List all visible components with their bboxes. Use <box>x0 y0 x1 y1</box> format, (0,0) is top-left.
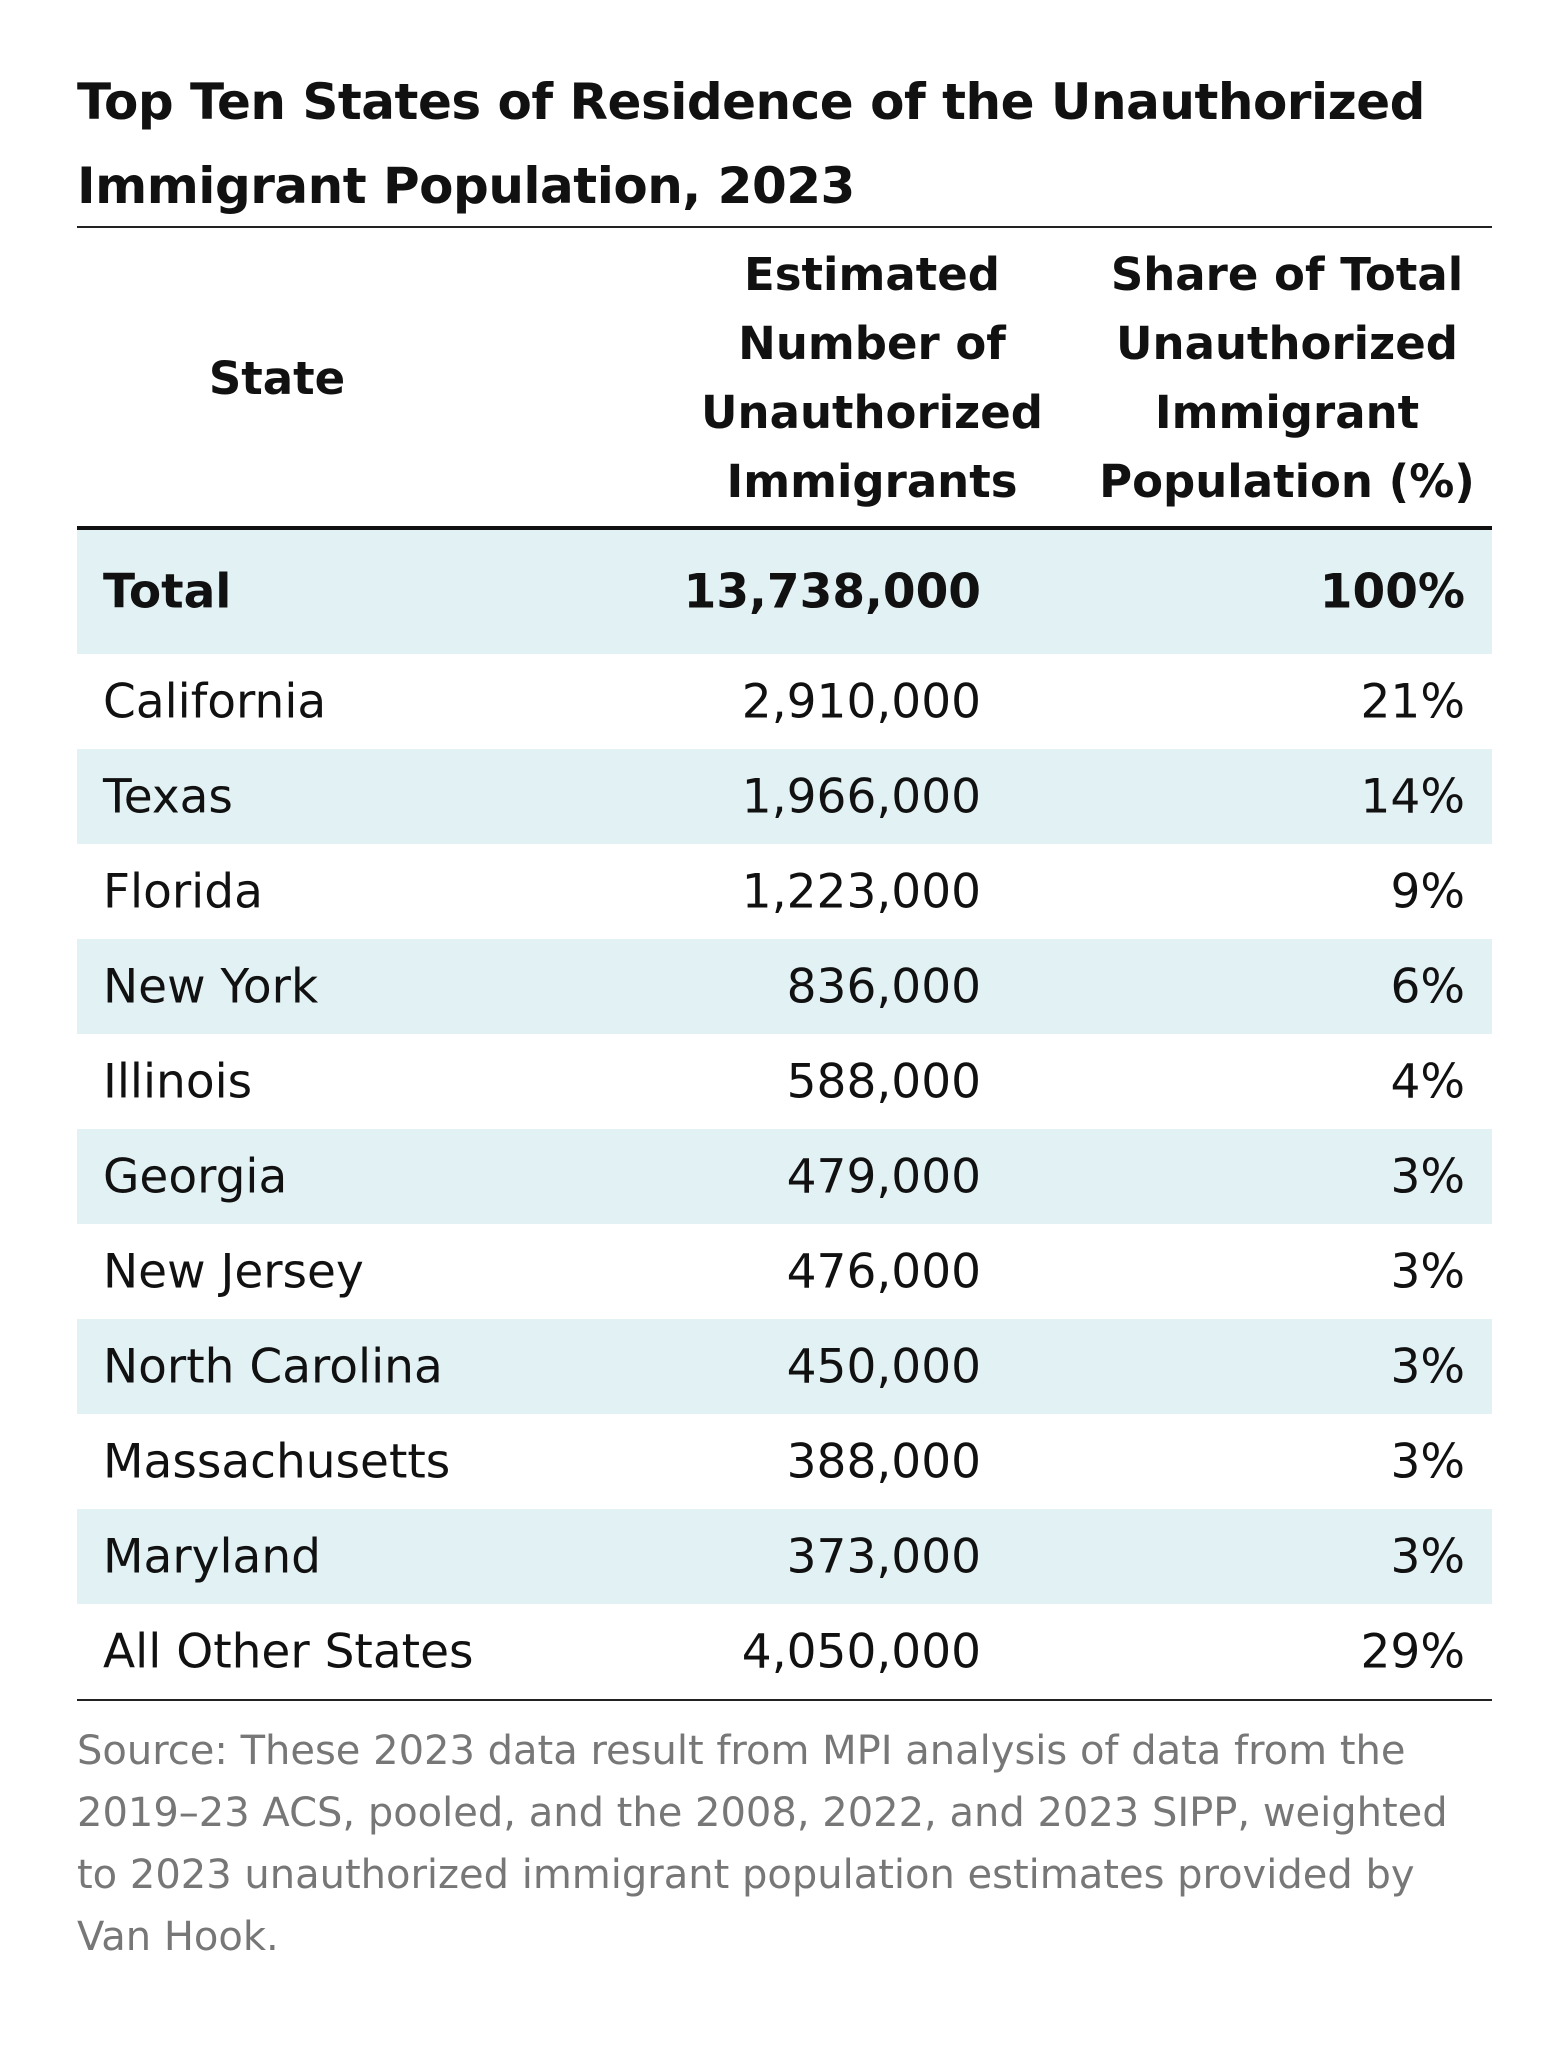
share-cell: 3% <box>1390 1339 1465 1394</box>
number-cell: 836,000 <box>786 959 981 1014</box>
state-cell: Florida <box>103 864 263 919</box>
share-cell: 3% <box>1390 1529 1465 1584</box>
share-cell: 6% <box>1390 959 1465 1014</box>
table-title: Top Ten States of Residence of the Unaut… <box>77 73 1425 215</box>
header-share-line: Unauthorized <box>1116 317 1458 370</box>
table-row: Massachusetts 388,000 3% <box>77 1414 1492 1509</box>
share-cell: 29% <box>1360 1624 1465 1679</box>
state-cell: Texas <box>103 769 233 824</box>
number-cell: 13,738,000 <box>683 564 981 620</box>
header-state: State <box>208 352 346 405</box>
share-cell: 3% <box>1390 1149 1465 1204</box>
number-cell: 373,000 <box>786 1529 981 1584</box>
header-number-line: Unauthorized <box>701 386 1043 439</box>
table-header: State Estimated Number of Unauthorized I… <box>77 240 1492 525</box>
table-row: New Jersey 476,000 3% <box>77 1224 1492 1319</box>
table-row: Florida 1,223,000 9% <box>77 844 1492 939</box>
header-rule <box>77 526 1492 530</box>
state-cell: New Jersey <box>103 1244 364 1299</box>
state-cell: North Carolina <box>103 1339 443 1394</box>
table-row: Texas 1,966,000 14% <box>77 749 1492 844</box>
state-cell: California <box>103 674 327 729</box>
table-row: All Other States 4,050,000 29% <box>77 1604 1492 1699</box>
number-cell: 450,000 <box>786 1339 981 1394</box>
share-cell: 21% <box>1360 674 1465 729</box>
number-cell: 4,050,000 <box>741 1624 981 1679</box>
share-cell: 14% <box>1360 769 1465 824</box>
header-share-line: Immigrant <box>1154 386 1420 439</box>
number-cell: 388,000 <box>786 1434 981 1489</box>
share-cell: 4% <box>1390 1054 1465 1109</box>
share-cell: 100% <box>1319 564 1465 620</box>
state-cell: Maryland <box>103 1529 321 1584</box>
number-cell: 2,910,000 <box>741 674 981 729</box>
source-note: Source: These 2023 data result from MPI … <box>77 1728 1448 1960</box>
state-cell: Massachusetts <box>103 1434 451 1489</box>
table-row: California 2,910,000 21% <box>77 654 1492 749</box>
table-row: Illinois 588,000 4% <box>77 1034 1492 1129</box>
header-number: Estimated Number of Unauthorized Immigra… <box>597 240 1147 516</box>
total-row: Total 13,738,000 100% <box>77 530 1492 654</box>
number-cell: 479,000 <box>786 1149 981 1204</box>
state-cell: Georgia <box>103 1149 288 1204</box>
share-cell: 9% <box>1390 864 1465 919</box>
bottom-rule <box>77 1699 1492 1701</box>
top-rule <box>77 226 1492 228</box>
table-body: Total 13,738,000 100% California 2,910,000 21… <box>77 530 1492 1699</box>
number-cell: 1,966,000 <box>741 769 981 824</box>
table-row: North Carolina 450,000 3% <box>77 1319 1492 1414</box>
header-number-line: Number of <box>738 317 1006 370</box>
share-cell: 3% <box>1390 1434 1465 1489</box>
header-share: Share of Total Unauthorized Immigrant Po… <box>1007 240 1545 516</box>
number-cell: 588,000 <box>786 1054 981 1109</box>
state-cell: New York <box>103 959 319 1014</box>
share-cell: 3% <box>1390 1244 1465 1299</box>
state-cell: Illinois <box>103 1054 253 1109</box>
state-cell: All Other States <box>103 1624 474 1679</box>
header-number-line: Immigrants <box>726 455 1018 508</box>
table-row: New York 836,000 6% <box>77 939 1492 1034</box>
table-row: Georgia 479,000 3% <box>77 1129 1492 1224</box>
header-number-line: Estimated <box>744 248 1000 301</box>
header-share-line: Population (%) <box>1099 455 1475 508</box>
number-cell: 1,223,000 <box>741 864 981 919</box>
number-cell: 476,000 <box>786 1244 981 1299</box>
table-row: Maryland 373,000 3% <box>77 1509 1492 1604</box>
header-share-line: Share of Total <box>1110 248 1464 301</box>
state-cell: Total <box>103 564 232 620</box>
